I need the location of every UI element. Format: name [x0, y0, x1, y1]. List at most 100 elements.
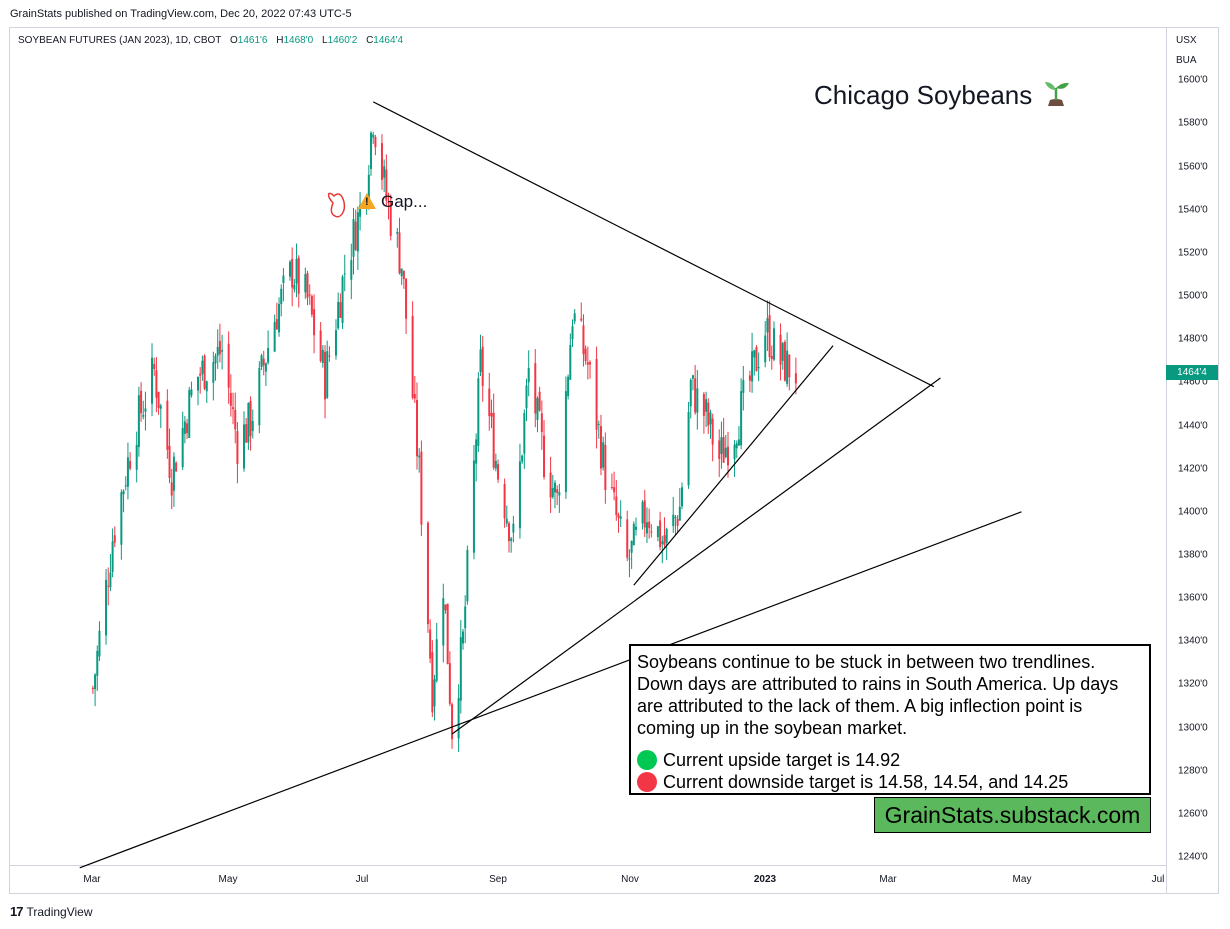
candle-up	[212, 362, 215, 383]
candle-up	[630, 540, 633, 553]
price-tick-label: 1420'0	[1178, 463, 1208, 475]
candle-up	[720, 437, 723, 454]
candle-up	[400, 268, 403, 277]
tradingview-logo-icon: 17	[10, 904, 24, 919]
warning-icon	[358, 193, 376, 209]
candle-down	[540, 413, 543, 432]
candle-down	[610, 486, 613, 488]
candle-down	[783, 341, 786, 381]
candle-up	[356, 212, 359, 252]
chart-frame[interactable]	[9, 27, 1219, 894]
candle-up	[94, 674, 97, 690]
candle-up	[567, 376, 570, 397]
candle-down	[387, 201, 390, 203]
candle-up	[96, 650, 99, 676]
candle-down	[389, 202, 392, 237]
candle-up	[472, 460, 475, 553]
candle-up	[475, 439, 478, 464]
downside-target-text: Current downside target is 14.58, 14.54,…	[663, 772, 1069, 792]
candle-up	[645, 522, 648, 534]
time-tick-label: 2023	[753, 874, 777, 885]
candle-down	[262, 358, 265, 366]
currency-label[interactable]: USX	[1176, 35, 1197, 46]
time-tick-label: Sep	[489, 874, 507, 885]
candle-down	[140, 390, 143, 414]
candle-up	[278, 304, 281, 333]
candle-down	[584, 348, 587, 362]
candle-up	[98, 630, 101, 657]
tradingview-logo[interactable]: 17 TradingView	[10, 904, 93, 919]
candle-down	[659, 520, 662, 547]
candle-up	[260, 355, 263, 367]
price-tick-label: 1280'0	[1178, 765, 1208, 777]
candle-down	[503, 483, 506, 519]
candle-down	[538, 391, 541, 411]
candle-up	[183, 421, 186, 434]
candle-down	[426, 522, 429, 625]
candle-up	[479, 349, 482, 372]
candle-up	[243, 424, 245, 469]
candle-up	[295, 258, 298, 284]
substack-link[interactable]: GrainStats.substack.com	[874, 797, 1151, 833]
trendline	[79, 511, 1022, 869]
candle-up	[661, 541, 664, 544]
candle-up	[181, 428, 184, 468]
high-label: H	[276, 35, 284, 46]
candle-down	[186, 423, 189, 434]
candle-up	[142, 415, 145, 417]
candle-down	[497, 464, 500, 480]
candle-up	[766, 318, 769, 333]
candle-up	[510, 538, 513, 541]
candle-up	[273, 322, 276, 352]
last-price-tag: 1464'4	[1166, 365, 1218, 380]
candle-up	[359, 205, 362, 217]
price-tick-label: 1540'0	[1178, 204, 1208, 216]
candle-down	[153, 363, 156, 369]
candle-down	[615, 496, 618, 516]
candle-up	[372, 134, 375, 138]
price-tick-label: 1460'0	[1178, 376, 1208, 388]
candle-up	[635, 526, 638, 530]
candle-down	[492, 412, 495, 468]
upside-target-row: Current upside target is 14.92	[637, 749, 1143, 771]
price-tick-label: 1360'0	[1178, 592, 1208, 604]
candle-up	[433, 679, 436, 707]
candle-down	[643, 500, 646, 528]
candle-down	[556, 489, 559, 493]
candle-up	[151, 357, 154, 404]
candle-up	[251, 421, 254, 431]
green-dot-icon	[637, 750, 657, 770]
candle-up	[201, 360, 204, 374]
candle-up	[282, 275, 285, 283]
candle-down	[166, 400, 169, 450]
candle-down	[227, 343, 230, 388]
downside-target-row: Current downside target is 14.58, 14.54,…	[637, 771, 1143, 793]
candle-up	[523, 413, 526, 454]
candle-down	[199, 373, 202, 376]
commentary-box: Soybeans continue to be stuck in between…	[629, 644, 1151, 795]
candle-up	[172, 456, 175, 491]
candle-down	[420, 451, 423, 525]
upside-target-text: Current upside target is 14.92	[663, 750, 901, 770]
open-value: 1461'6	[237, 35, 268, 46]
candle-down	[534, 363, 537, 414]
symbol-legend[interactable]: SOYBEAN FUTURES (JAN 2023), 1D, CBOT O14…	[18, 35, 403, 46]
candle-up	[536, 398, 539, 420]
candle-down	[722, 437, 725, 463]
candle-down	[589, 362, 592, 365]
time-tick-label: May	[1012, 874, 1032, 885]
candle-up	[135, 444, 138, 470]
title-text: Chicago Soybeans	[814, 80, 1033, 110]
candle-down	[481, 346, 484, 386]
price-tick-label: 1500'0	[1178, 290, 1208, 302]
candles	[91, 131, 797, 752]
candle-up	[709, 412, 712, 425]
candle-down	[175, 462, 178, 472]
candle-down	[694, 378, 697, 413]
candle-down	[236, 431, 239, 465]
price-tick-label: 1480'0	[1178, 333, 1208, 345]
published-line: GrainStats published on TradingView.com,…	[10, 8, 352, 20]
trendline	[451, 377, 941, 735]
candle-down	[648, 521, 651, 529]
